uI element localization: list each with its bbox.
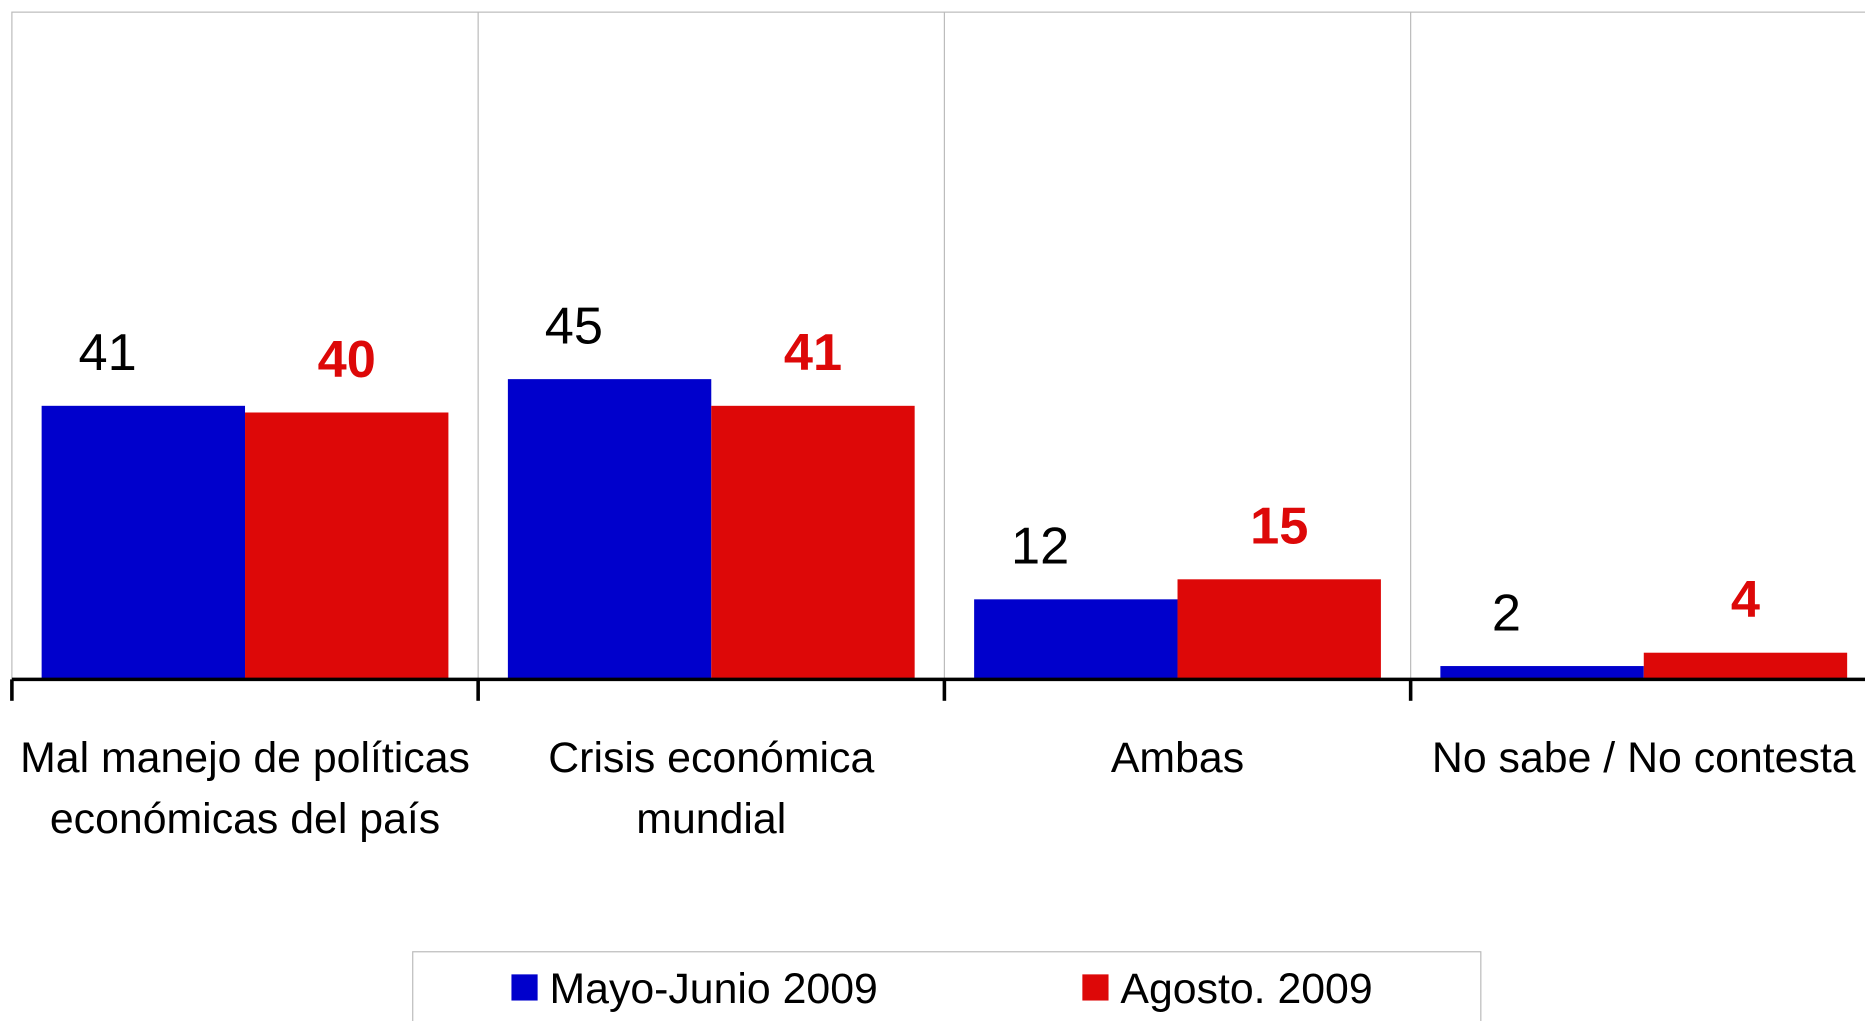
data-label: 12 — [1011, 518, 1069, 576]
bar — [974, 599, 1178, 680]
legend-box — [412, 951, 1482, 1021]
bar — [1177, 579, 1381, 680]
legend-label: Mayo-Junio 2009 — [550, 965, 878, 1013]
x-tick-label-box: Mal manejo de políticas económicas del p… — [20, 732, 470, 843]
x-tick-label-box: Crisis económica mundial — [548, 732, 875, 843]
data-label: 41 — [784, 324, 842, 382]
bar — [711, 405, 915, 680]
legend-swatch — [511, 974, 538, 1001]
legend-label: Agosto. 2009 — [1120, 965, 1372, 1013]
bar — [41, 405, 246, 680]
x-tick-label: Ambas — [1110, 732, 1245, 782]
x-tick-label: Mal manejo de políticas económicas del p… — [20, 732, 470, 843]
x-tick-label: Crisis económica mundial — [548, 732, 875, 843]
data-label: 41 — [79, 324, 137, 382]
data-label: 45 — [545, 297, 603, 355]
data-label: 4 — [1731, 571, 1760, 629]
legend-swatch — [1082, 974, 1109, 1001]
bar — [245, 412, 449, 680]
x-tick-label-box: No sabe / No contesta — [1431, 732, 1856, 782]
bar — [507, 379, 712, 680]
bar — [1643, 652, 1848, 680]
x-tick-label: No sabe / No contesta — [1431, 732, 1856, 782]
bar — [1440, 666, 1644, 680]
data-label: 15 — [1250, 498, 1308, 556]
data-label: 2 — [1492, 584, 1521, 642]
data-label: 40 — [318, 331, 376, 389]
x-tick-label-box: Ambas — [1110, 732, 1245, 782]
